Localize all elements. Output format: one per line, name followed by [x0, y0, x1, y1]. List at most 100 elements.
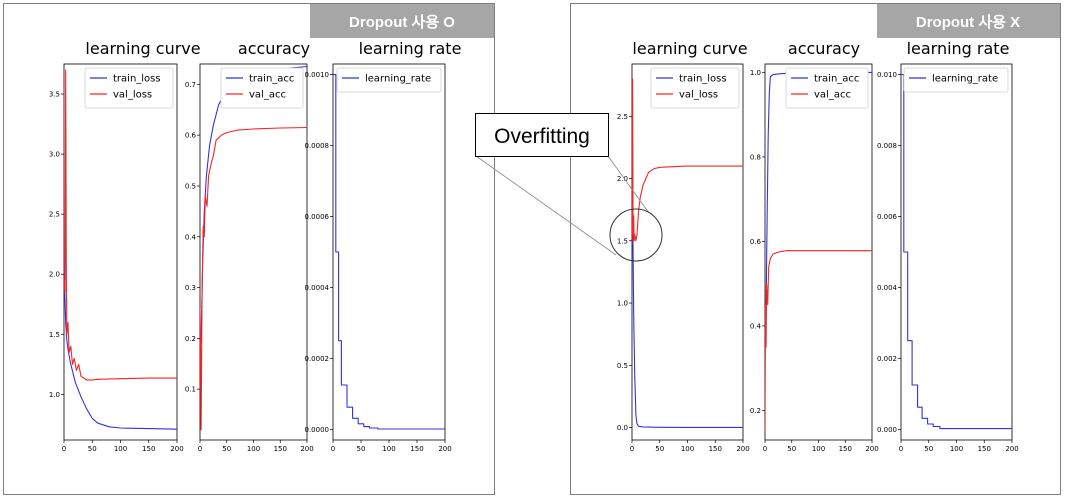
- x-tick-label: 100: [114, 445, 127, 453]
- x-tick-label: 0: [630, 445, 634, 453]
- y-tick-label: 2.5: [49, 211, 60, 219]
- badge-background: [310, 4, 494, 38]
- y-tick-label: 1.0: [49, 391, 60, 399]
- y-tick-label: 0.006: [877, 213, 898, 221]
- legend-label-train-acc: train_acc: [249, 74, 294, 85]
- callout-text: Overfitting: [494, 125, 590, 148]
- y-tick-label: 1.5: [49, 331, 60, 339]
- chart-accuracy: accuracy 0 50 100 150 200 0.2 0.4 0.6 0.8 1.0 train…: [750, 39, 879, 453]
- y-tick-label: 0.000: [877, 426, 897, 434]
- y-tick-label: 2.0: [49, 271, 60, 279]
- panel-dropout-on: Dropout 사용 O learning curve 0 50 100 150 200 1…: [3, 3, 495, 495]
- y-tick-label: 0.008: [877, 142, 897, 150]
- axes-frame: [332, 63, 446, 441]
- chart-title: learning rate: [359, 39, 462, 58]
- axes-frame: [199, 63, 308, 441]
- legend: train_loss val_loss: [84, 67, 174, 109]
- chart-title: learning curve: [85, 39, 200, 58]
- x-tick-label: 100: [812, 445, 825, 453]
- series-line-train-loss: [632, 209, 743, 428]
- axes-frame: [764, 63, 873, 441]
- x-tick-label: 200: [170, 445, 183, 453]
- legend: train_acc val_acc: [220, 67, 304, 109]
- series-line-val-acc: [200, 126, 307, 431]
- legend-label-learning-rate: learning_rate: [365, 74, 431, 85]
- chart-learning-rate: learning rate 0 50 100 150 200 0.0000 0.0002 0.0…: [305, 39, 462, 453]
- x-tick-label: 150: [142, 445, 155, 453]
- y-tick-label: 0.6: [750, 238, 762, 246]
- x-tick-label: 200: [300, 445, 313, 453]
- badge-dropout-off: Dropout 사용 X: [916, 14, 1020, 31]
- chart-learning-curve: learning curve 0 50 100 150 200 1.0 1.5 2.0 2.5 3.…: [49, 39, 201, 453]
- y-tick-label: 0.4: [750, 322, 762, 330]
- overfitting-callout: Overfitting: [475, 113, 663, 262]
- x-tick-label: 50: [655, 445, 664, 453]
- chart-learning-rate: learning rate 0 50 100 150 200 0.000 0.002 0.004…: [877, 39, 1019, 453]
- y-tick-label: 2.0: [617, 175, 628, 183]
- y-tick-label: 0.002: [877, 355, 897, 363]
- y-tick-label: 0.0010: [305, 71, 330, 79]
- x-tick-label: 150: [410, 445, 423, 453]
- y-tick-label: 0.0004: [305, 284, 330, 292]
- x-tick-label: 0: [62, 445, 66, 453]
- callout-box: [475, 113, 609, 157]
- y-tick-label: 0.1: [185, 386, 196, 394]
- legend-label-train-loss: train_loss: [113, 74, 161, 85]
- y-tick-label: 1.0: [750, 69, 761, 77]
- y-tick-label: 0.8: [750, 153, 761, 161]
- x-tick-label: 200: [865, 445, 878, 453]
- overfitting-highlight-circle: [609, 208, 663, 262]
- axes-frame: [63, 63, 178, 441]
- x-tick-label: 150: [274, 445, 287, 453]
- axes-frame: [631, 63, 744, 441]
- x-tick-label: 50: [787, 445, 796, 453]
- callout-leader-line: [475, 155, 617, 256]
- legend-label-val-acc: val_acc: [249, 90, 286, 101]
- x-tick-label: 200: [438, 445, 451, 453]
- legend-label-train-loss: train_loss: [679, 74, 727, 85]
- axes-frame: [900, 63, 1013, 441]
- x-tick-label: 0: [899, 445, 903, 453]
- series-line-learning-rate: [333, 74, 445, 430]
- x-tick-label: 50: [357, 445, 366, 453]
- series-line-learning-rate: [901, 74, 1012, 430]
- y-tick-label: 0.6: [185, 132, 197, 140]
- y-tick-label: 0.3: [185, 284, 196, 292]
- y-tick-label: 0.004: [877, 284, 898, 292]
- x-tick-label: 150: [978, 445, 991, 453]
- chart-learning-curve: learning curve 0 50 100 150 200 0.0 0.5 1.0 1.5 2.…: [617, 39, 750, 453]
- legend: learning_rate: [903, 67, 1009, 93]
- chart-title: accuracy: [238, 39, 310, 58]
- legend-box: [336, 67, 442, 93]
- legend-box: [903, 67, 1009, 93]
- y-tick-label: 0.0000: [305, 426, 330, 434]
- callout-leader-line: [607, 155, 650, 214]
- y-tick-label: 1.5: [617, 237, 628, 245]
- y-tick-label: 1.0: [617, 300, 628, 308]
- badge-dropout-on: Dropout 사용 O: [349, 14, 455, 31]
- y-tick-label: 0.0002: [305, 355, 330, 363]
- y-tick-label: 3.5: [49, 91, 60, 99]
- badge-background: [877, 4, 1060, 38]
- legend-label-train-acc: train_acc: [814, 74, 859, 85]
- chart-title: accuracy: [788, 39, 860, 58]
- y-tick-label: 0.2: [185, 335, 196, 343]
- x-tick-label: 100: [681, 445, 694, 453]
- x-tick-label: 150: [709, 445, 722, 453]
- x-tick-label: 50: [88, 445, 97, 453]
- y-tick-label: 2.5: [617, 113, 628, 121]
- x-tick-label: 0: [763, 445, 767, 453]
- y-tick-label: 0.0: [617, 424, 628, 432]
- y-tick-label: 0.5: [185, 182, 196, 190]
- legend: train_loss val_loss: [650, 67, 740, 109]
- legend-label-val-loss: val_loss: [113, 90, 152, 101]
- chart-accuracy: accuracy 0 50 100 150 200 0.1 0.2 0.3 0.4 0.5 0.6 0.…: [185, 39, 314, 453]
- y-tick-label: 0.7: [185, 81, 196, 89]
- series-line-val-acc: [765, 250, 872, 432]
- y-tick-label: 0.0008: [305, 142, 330, 150]
- y-tick-label: 0.4: [185, 233, 197, 241]
- x-tick-label: 200: [1005, 445, 1018, 453]
- panel-dropout-off: Dropout 사용 X learning curve 0 50 100 150 200 0…: [570, 3, 1061, 495]
- series-line-val-loss: [632, 78, 743, 242]
